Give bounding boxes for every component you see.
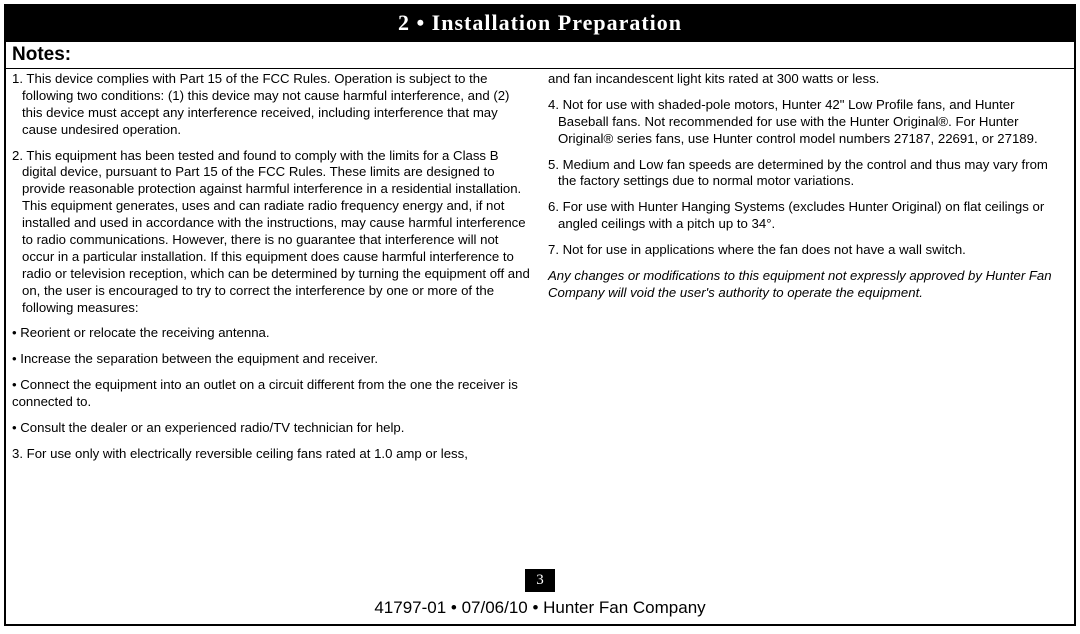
note-3: 3. For use only with electrically revers…: [12, 446, 532, 463]
bullet-1: • Reorient or relocate the receiving ant…: [12, 325, 532, 342]
footer-text: 41797-01 • 07/06/10 • Hunter Fan Company: [6, 598, 1074, 618]
note-4: 4. Not for use with shaded-pole motors, …: [548, 97, 1068, 148]
bullet-3: • Connect the equipment into an outlet o…: [12, 377, 532, 411]
note-5: 5. Medium and Low fan speeds are determi…: [548, 157, 1068, 191]
right-column: and fan incandescent light kits rated at…: [548, 71, 1068, 472]
page-frame: 2 • Installation Preparation Notes: 1. T…: [4, 4, 1076, 626]
note-1: 1. This device complies with Part 15 of …: [12, 71, 532, 139]
page-number-wrap: 3: [6, 569, 1074, 592]
note-7: 7. Not for use in applications where the…: [548, 242, 1068, 259]
bullet-2: • Increase the separation between the eq…: [12, 351, 532, 368]
content-columns: 1. This device complies with Part 15 of …: [6, 69, 1074, 472]
note-3-cont: and fan incandescent light kits rated at…: [548, 71, 1068, 88]
note-6: 6. For use with Hunter Hanging Systems (…: [548, 199, 1068, 233]
note-2: 2. This equipment has been tested and fo…: [12, 148, 532, 317]
notes-heading: Notes:: [6, 42, 1074, 69]
section-header: 2 • Installation Preparation: [6, 6, 1074, 42]
page-number: 3: [525, 569, 555, 592]
disclaimer: Any changes or modifications to this equ…: [548, 268, 1068, 302]
bullet-4: • Consult the dealer or an experienced r…: [12, 420, 532, 437]
left-column: 1. This device complies with Part 15 of …: [12, 71, 532, 472]
